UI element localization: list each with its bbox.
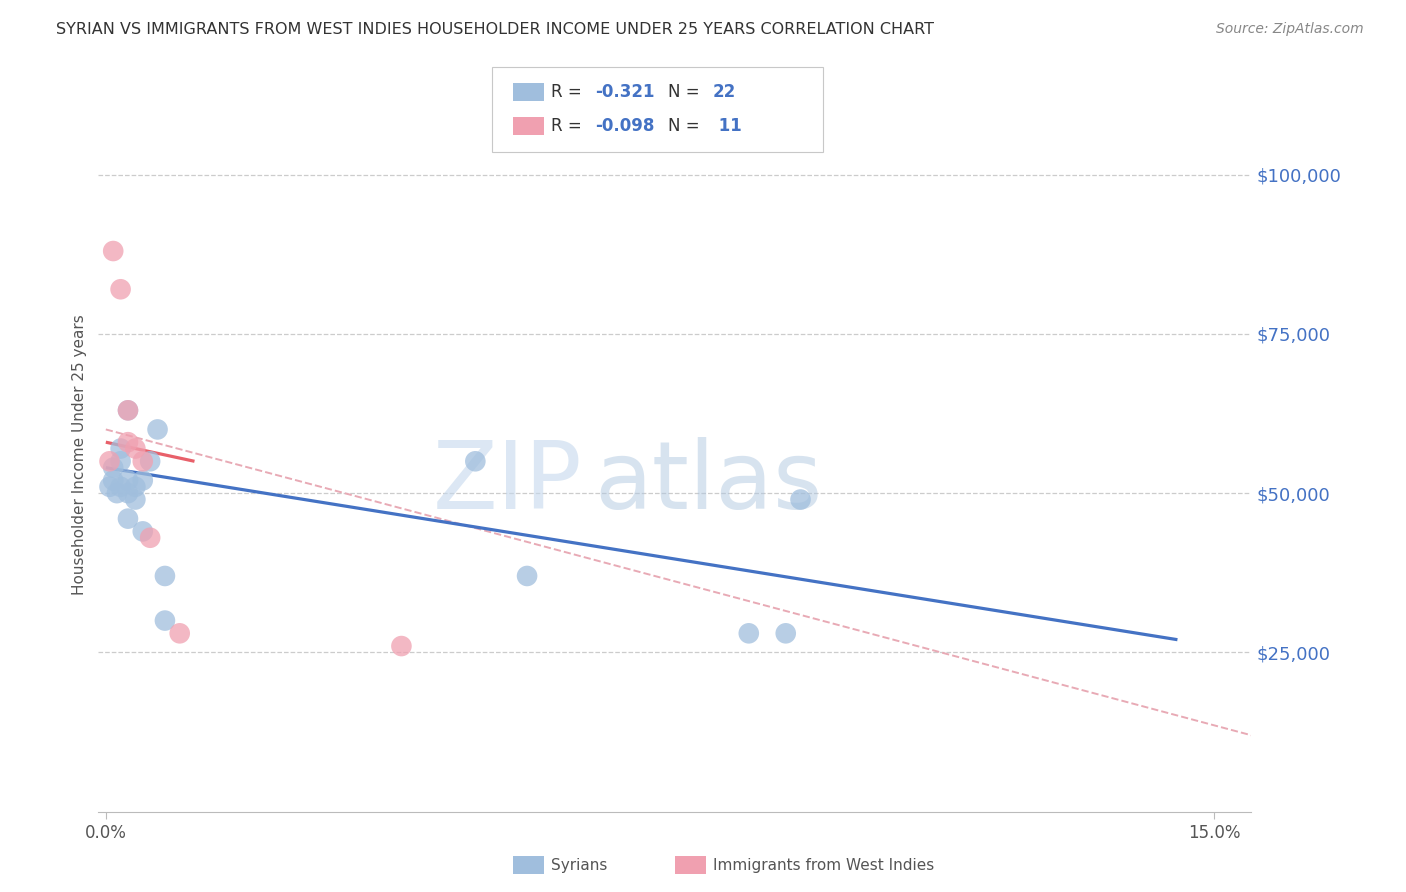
Text: SYRIAN VS IMMIGRANTS FROM WEST INDIES HOUSEHOLDER INCOME UNDER 25 YEARS CORRELAT: SYRIAN VS IMMIGRANTS FROM WEST INDIES HO…: [56, 22, 934, 37]
Point: [738, 626, 761, 640]
Point: [789, 492, 811, 507]
Point: [153, 569, 176, 583]
Text: N =: N =: [668, 83, 704, 101]
Point: [775, 626, 797, 640]
Text: -0.321: -0.321: [595, 83, 654, 101]
Point: [169, 626, 191, 640]
Point: [124, 492, 146, 507]
Point: [132, 454, 155, 468]
Text: N =: N =: [668, 117, 704, 135]
Point: [110, 442, 132, 456]
Point: [124, 442, 146, 456]
Point: [139, 454, 162, 468]
Point: [117, 511, 139, 525]
Point: [146, 422, 169, 436]
Point: [110, 282, 132, 296]
Text: Immigrants from West Indies: Immigrants from West Indies: [713, 858, 934, 872]
Text: 22: 22: [713, 83, 737, 101]
Point: [124, 480, 146, 494]
Point: [117, 486, 139, 500]
Point: [464, 454, 486, 468]
Text: Source: ZipAtlas.com: Source: ZipAtlas.com: [1216, 22, 1364, 37]
Point: [132, 474, 155, 488]
Point: [103, 244, 125, 258]
Text: -0.098: -0.098: [595, 117, 654, 135]
Point: [117, 403, 139, 417]
Text: Syrians: Syrians: [551, 858, 607, 872]
Point: [110, 480, 132, 494]
Point: [117, 403, 139, 417]
Point: [98, 480, 121, 494]
Y-axis label: Householder Income Under 25 years: Householder Income Under 25 years: [72, 315, 87, 595]
Text: atlas: atlas: [595, 437, 823, 530]
Point: [132, 524, 155, 539]
Point: [103, 474, 125, 488]
Text: R =: R =: [551, 117, 588, 135]
Point: [103, 460, 125, 475]
Text: 11: 11: [713, 117, 741, 135]
Text: ZIP: ZIP: [433, 437, 582, 530]
Point: [117, 435, 139, 450]
Point: [516, 569, 538, 583]
Point: [98, 454, 121, 468]
Point: [139, 531, 162, 545]
Text: R =: R =: [551, 83, 588, 101]
Point: [117, 474, 139, 488]
Point: [391, 639, 413, 653]
Point: [105, 486, 128, 500]
Point: [153, 614, 176, 628]
Point: [110, 454, 132, 468]
